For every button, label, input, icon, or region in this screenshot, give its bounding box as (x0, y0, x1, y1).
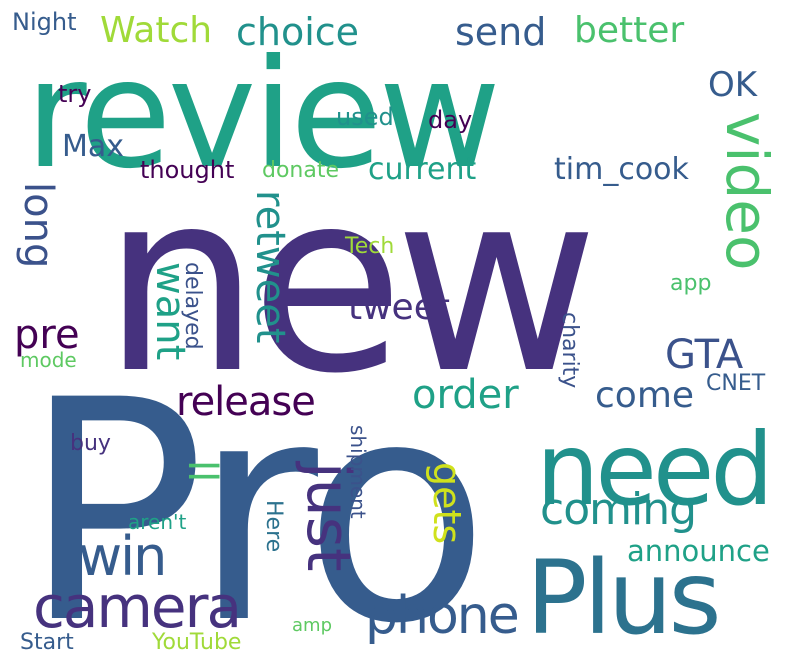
word-pro: Pro (22, 335, 490, 663)
word-pre: pre (14, 312, 80, 358)
word-gets: gets (425, 462, 469, 545)
word-day: day (428, 106, 473, 134)
word-ok: OK (708, 65, 758, 105)
word-win: win (78, 525, 167, 588)
word-need: need (536, 411, 774, 528)
word-tech: Tech (345, 234, 395, 259)
word-delayed: delayed (180, 262, 205, 350)
word-order: order (412, 372, 519, 418)
word-start: Start (20, 630, 74, 655)
word-try: try (58, 80, 92, 108)
word-ll: ll (179, 460, 225, 483)
word-announce: announce (627, 534, 770, 568)
word-long: long (15, 182, 61, 269)
word-night: Night (12, 8, 77, 36)
word-current: current (368, 152, 477, 187)
word-want: want (147, 262, 193, 361)
word-new: new (102, 137, 599, 428)
word-max: Max (62, 129, 125, 164)
word-amp: amp (292, 615, 332, 636)
word-here: Here (261, 500, 286, 553)
word-tim-cook: tim_cook (554, 152, 689, 187)
word-retweet: retweet (247, 190, 293, 344)
word-send: send (455, 10, 547, 54)
word-plus: Plus (526, 539, 722, 658)
word-arent: aren't (128, 510, 187, 534)
word-cnet: CNET (706, 371, 766, 396)
word-used: used (336, 103, 394, 131)
word-shipment: shipment (346, 425, 370, 519)
word-donate: donate (262, 158, 340, 183)
word-charity: charity (557, 312, 582, 389)
word-coming: coming (540, 484, 697, 535)
word-come: come (595, 375, 695, 416)
word-choice: choice (236, 10, 360, 54)
word-app: app (670, 271, 712, 296)
word-gta: GTA (665, 332, 744, 378)
word-tweet: tweet (348, 287, 450, 328)
word-better: better (574, 10, 685, 51)
word-buy: buy (70, 431, 111, 456)
word-review: review (25, 28, 501, 202)
word-phone: phone (365, 586, 520, 646)
word-release: release (176, 379, 316, 425)
word-mode: mode (20, 348, 77, 372)
word-watch: Watch (100, 10, 213, 51)
word-camera: camera (33, 573, 242, 641)
word-just: just (293, 462, 363, 572)
word-youtube: YouTube (152, 630, 242, 655)
word-video: video (713, 112, 781, 271)
word-thought: thought (140, 156, 235, 184)
